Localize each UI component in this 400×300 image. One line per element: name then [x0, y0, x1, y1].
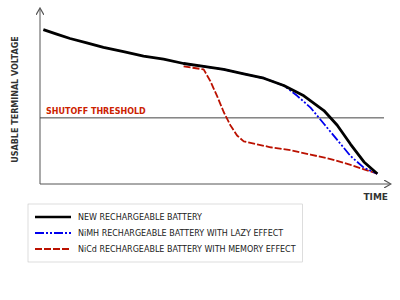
- threshold-label: SHUTOFF THRESHOLD: [46, 107, 146, 116]
- series-line: [184, 66, 378, 173]
- x-axis-line: [40, 184, 390, 185]
- chart: SHUTOFF THRESHOLD TIME USABLE TERMINAL VOL…: [0, 0, 400, 300]
- x-axis-label: TIME: [363, 192, 388, 202]
- legend-label: NiMH RECHARGEABLE BATTERY WITH LAZY EFFE…: [78, 229, 283, 238]
- legend-swatch: [35, 216, 71, 219]
- legend-label: NEW RECHARGEABLE BATTERY: [78, 213, 202, 222]
- legend-swatch: [35, 248, 71, 250]
- plot-area: [40, 30, 384, 174]
- legend: NEW RECHARGEABLE BATTERY NiMH RECHARGEABL…: [28, 204, 303, 262]
- legend-swatch: [35, 232, 71, 234]
- legend-label: NiCd RECHARGEABLE BATTERY WITH MEMORY EF…: [78, 245, 296, 254]
- series-line: [184, 64, 378, 174]
- series-line: [43, 30, 377, 174]
- y-axis-label: USABLE TERMINAL VOLTAGE: [11, 36, 20, 162]
- legend-frame: [28, 204, 303, 262]
- y-axis-line: [40, 9, 41, 184]
